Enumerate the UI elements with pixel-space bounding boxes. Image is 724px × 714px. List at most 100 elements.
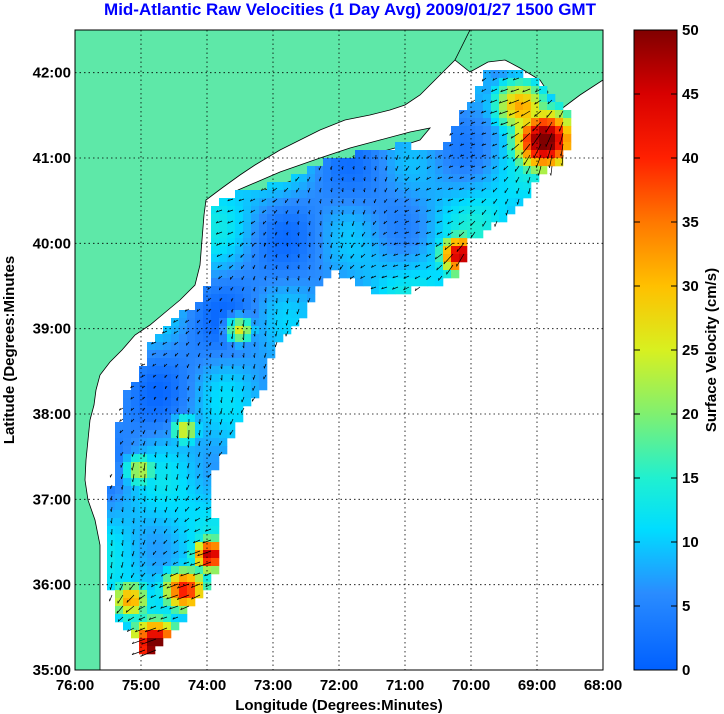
velocity-cell xyxy=(339,158,348,167)
velocity-vector-head xyxy=(318,178,321,182)
velocity-cell xyxy=(227,214,236,223)
velocity-vector-head xyxy=(220,332,222,336)
velocity-cell xyxy=(323,262,332,271)
velocity-cell xyxy=(491,78,500,87)
velocity-cell xyxy=(131,390,140,399)
velocity-cell xyxy=(363,198,372,207)
velocity-cell xyxy=(275,222,284,231)
velocity-vector-head xyxy=(297,266,300,270)
velocity-vector xyxy=(381,275,388,279)
velocity-vector xyxy=(437,176,443,180)
velocity-cell xyxy=(539,134,548,143)
velocity-vector-head xyxy=(263,355,266,358)
velocity-cell xyxy=(291,238,300,247)
velocity-cell xyxy=(403,286,412,295)
velocity-vector xyxy=(252,385,256,391)
velocity-cell xyxy=(211,566,220,575)
velocity-vector xyxy=(513,77,520,81)
velocity-cell xyxy=(243,366,252,375)
velocity-vector-head xyxy=(150,595,153,598)
velocity-vector xyxy=(491,121,498,125)
lat-tick-label: 41:00 xyxy=(33,150,71,167)
velocity-vector xyxy=(426,253,432,257)
velocity-vector-head xyxy=(173,540,176,544)
velocity-vector xyxy=(131,429,135,434)
velocity-cell xyxy=(211,422,220,431)
velocity-vector xyxy=(166,583,179,589)
lat-tick-label: 40:00 xyxy=(33,235,71,252)
velocity-vector-head xyxy=(154,488,156,492)
velocity-vector xyxy=(197,462,201,468)
velocity-cell xyxy=(171,390,180,399)
velocity-cell xyxy=(131,550,140,559)
velocity-cell xyxy=(523,118,532,127)
velocity-cell xyxy=(347,222,356,231)
velocity-cell xyxy=(419,150,428,159)
velocity-cell xyxy=(203,510,212,519)
velocity-cell xyxy=(211,294,220,303)
velocity-cell xyxy=(299,238,308,247)
velocity-vector xyxy=(109,473,113,478)
velocity-vector xyxy=(372,231,377,236)
velocity-vector-head xyxy=(185,320,187,323)
velocity-cell xyxy=(315,182,324,191)
velocity-vector-head xyxy=(172,617,175,620)
velocity-cell xyxy=(323,270,332,279)
velocity-vector xyxy=(471,154,476,157)
velocity-cell xyxy=(163,446,172,455)
velocity-cell xyxy=(507,206,516,215)
velocity-vector xyxy=(177,462,179,469)
velocity-cell xyxy=(451,206,460,215)
velocity-cell xyxy=(147,518,156,527)
velocity-vector xyxy=(297,308,300,315)
velocity-cell xyxy=(435,206,444,215)
velocity-cell xyxy=(499,118,508,127)
velocity-cell xyxy=(355,262,364,271)
velocity-vector-head xyxy=(448,187,451,190)
velocity-vector xyxy=(286,319,289,326)
velocity-cell xyxy=(275,270,284,279)
velocity-vector-head xyxy=(120,565,123,568)
velocity-cell xyxy=(235,294,244,303)
velocity-cell xyxy=(195,334,204,343)
velocity-vector-head xyxy=(158,596,161,599)
velocity-cell xyxy=(395,222,404,231)
velocity-cell xyxy=(211,446,220,455)
velocity-cell xyxy=(419,198,428,207)
velocity-vector-head xyxy=(119,419,121,422)
velocity-vector-head xyxy=(180,573,183,577)
velocity-cell xyxy=(515,70,524,79)
velocity-cell xyxy=(179,398,188,407)
velocity-cell xyxy=(411,166,420,175)
velocity-cell xyxy=(147,414,156,423)
velocity-field xyxy=(107,70,572,655)
velocity-vector-head xyxy=(140,585,142,588)
velocity-vector-head xyxy=(426,254,428,257)
velocity-cell xyxy=(163,430,172,439)
velocity-vector xyxy=(492,187,498,193)
velocity-cell xyxy=(547,118,556,127)
velocity-cell xyxy=(491,206,500,215)
velocity-cell xyxy=(363,166,372,175)
velocity-cell xyxy=(227,230,236,239)
velocity-cell xyxy=(299,190,308,199)
velocity-cell xyxy=(219,262,228,271)
velocity-cell xyxy=(139,590,148,599)
velocity-vector xyxy=(261,198,267,203)
velocity-cell xyxy=(443,158,452,167)
velocity-vector xyxy=(154,429,157,435)
velocity-vector-head xyxy=(238,198,241,202)
velocity-cell xyxy=(251,270,260,279)
velocity-vector-head xyxy=(549,173,552,176)
velocity-cell xyxy=(523,182,532,191)
velocity-vector-head xyxy=(534,114,536,117)
velocity-cell xyxy=(235,374,244,383)
lon-tick-label: 70:00 xyxy=(452,677,490,694)
velocity-vector xyxy=(199,429,201,436)
velocity-vector-head xyxy=(481,78,484,82)
velocity-cell xyxy=(451,158,460,167)
velocity-cell xyxy=(115,550,124,559)
velocity-cell xyxy=(155,502,164,511)
velocity-cell xyxy=(395,166,404,175)
velocity-cell xyxy=(227,422,236,431)
